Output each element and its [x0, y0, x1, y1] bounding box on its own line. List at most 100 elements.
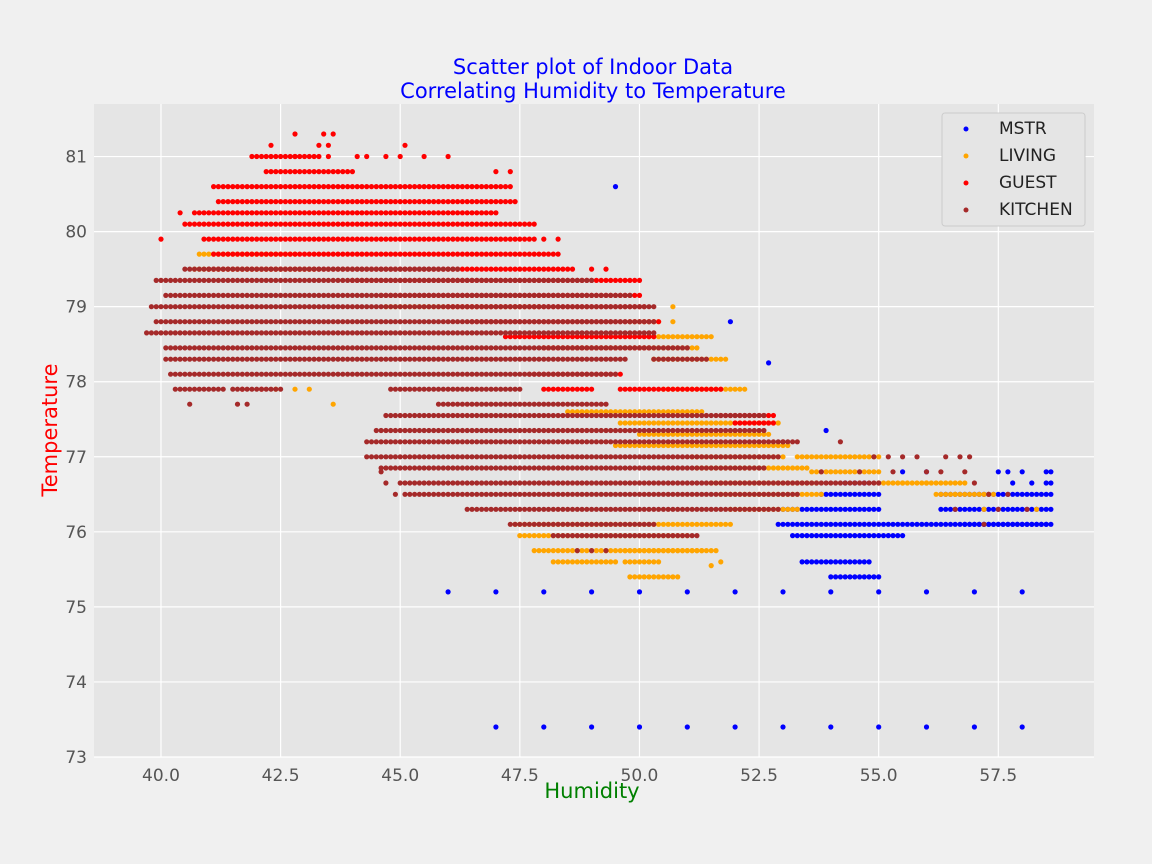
data-point-kitchen [383, 412, 389, 419]
data-point-kitchen [498, 330, 504, 336]
data-point-mstr [967, 506, 973, 512]
data-point-kitchen [651, 330, 657, 336]
data-point-kitchen [431, 491, 437, 497]
data-point-kitchen [651, 356, 657, 362]
data-point-mstr [852, 533, 858, 539]
data-point-kitchen [196, 319, 202, 325]
data-point-mstr [541, 589, 547, 595]
data-point-mstr [842, 506, 848, 512]
data-point-kitchen [402, 412, 408, 419]
data-point-mstr [933, 521, 939, 527]
data-point-kitchen [378, 319, 384, 325]
data-point-living [574, 559, 580, 565]
data-point-kitchen [569, 480, 576, 486]
data-point-kitchen [325, 356, 331, 362]
data-point-kitchen [498, 292, 504, 298]
data-point-living [660, 420, 667, 426]
data-point-living [665, 442, 671, 449]
data-point-kitchen [392, 454, 398, 460]
data-point-kitchen [565, 330, 571, 336]
data-point-mstr [900, 521, 906, 527]
data-point-kitchen [421, 465, 427, 471]
data-point-kitchen [388, 454, 394, 460]
data-point-mstr [1043, 480, 1049, 486]
data-point-kitchen [201, 386, 207, 392]
data-point-kitchen [612, 330, 619, 336]
data-point-guest [622, 334, 628, 340]
data-point-mstr [967, 521, 973, 527]
data-point-kitchen [569, 506, 576, 512]
data-point-guest [392, 210, 398, 216]
data-point-kitchen [603, 319, 609, 325]
data-point-kitchen [388, 304, 394, 310]
data-point-kitchen [617, 465, 623, 471]
data-point-mstr [589, 724, 595, 730]
data-point-kitchen [857, 480, 863, 486]
data-point-mstr [947, 506, 954, 512]
data-point-guest [325, 169, 331, 175]
data-point-kitchen [718, 465, 724, 471]
data-point-kitchen [608, 491, 614, 497]
data-point-kitchen [522, 521, 528, 527]
data-point-guest [177, 210, 183, 216]
data-point-kitchen [761, 465, 767, 471]
data-point-living [794, 465, 800, 471]
data-point-kitchen [325, 319, 331, 325]
data-point-guest [469, 251, 475, 257]
data-point-kitchen [675, 533, 681, 539]
data-point-living [627, 574, 633, 580]
data-point-mstr [943, 521, 949, 527]
data-point-kitchen [545, 330, 552, 336]
data-point-living [785, 442, 791, 449]
data-point-kitchen [464, 371, 470, 377]
data-point-living [694, 548, 700, 554]
data-point-kitchen [407, 266, 413, 272]
data-point-kitchen [809, 480, 815, 486]
data-point-kitchen [249, 319, 255, 325]
data-point-guest [297, 184, 303, 190]
data-point-kitchen [550, 439, 556, 445]
data-point-kitchen [282, 266, 288, 272]
data-point-living [617, 442, 623, 449]
data-point-guest [354, 153, 360, 160]
data-point-living [703, 334, 710, 340]
data-point-guest [445, 251, 451, 257]
data-point-mstr [799, 506, 805, 512]
data-point-kitchen [239, 345, 245, 351]
data-point-kitchen [364, 439, 370, 445]
data-point-kitchen [359, 356, 365, 362]
data-point-kitchen [665, 491, 671, 497]
data-point-kitchen [550, 304, 556, 310]
data-point-kitchen [703, 427, 710, 434]
data-point-kitchen [545, 371, 552, 377]
data-point-living [737, 386, 743, 392]
data-point-guest [373, 199, 379, 205]
data-point-living [962, 491, 968, 497]
data-point-mstr [1029, 491, 1035, 497]
data-point-living [900, 480, 906, 486]
data-point-kitchen [301, 304, 308, 310]
data-point-kitchen [560, 345, 566, 351]
data-point-mstr [909, 521, 915, 527]
data-point-kitchen [512, 427, 518, 434]
data-point-kitchen [464, 304, 470, 310]
data-point-kitchen [732, 412, 738, 419]
data-point-guest [254, 210, 260, 216]
data-point-living [684, 442, 690, 449]
data-point-kitchen [665, 427, 671, 434]
data-point-kitchen [732, 491, 738, 497]
data-point-kitchen [469, 412, 475, 419]
data-point-guest [311, 169, 317, 175]
data-point-kitchen [311, 266, 317, 272]
data-point-living [971, 491, 978, 497]
data-point-living [584, 409, 590, 415]
data-point-kitchen [368, 345, 375, 351]
data-point-kitchen [301, 345, 308, 351]
data-point-kitchen [612, 439, 619, 445]
data-point-kitchen [545, 277, 552, 283]
data-point-guest [282, 251, 288, 257]
legend-label-mstr: MSTR [999, 119, 1047, 139]
data-point-mstr [828, 506, 834, 512]
data-point-guest [215, 199, 221, 205]
